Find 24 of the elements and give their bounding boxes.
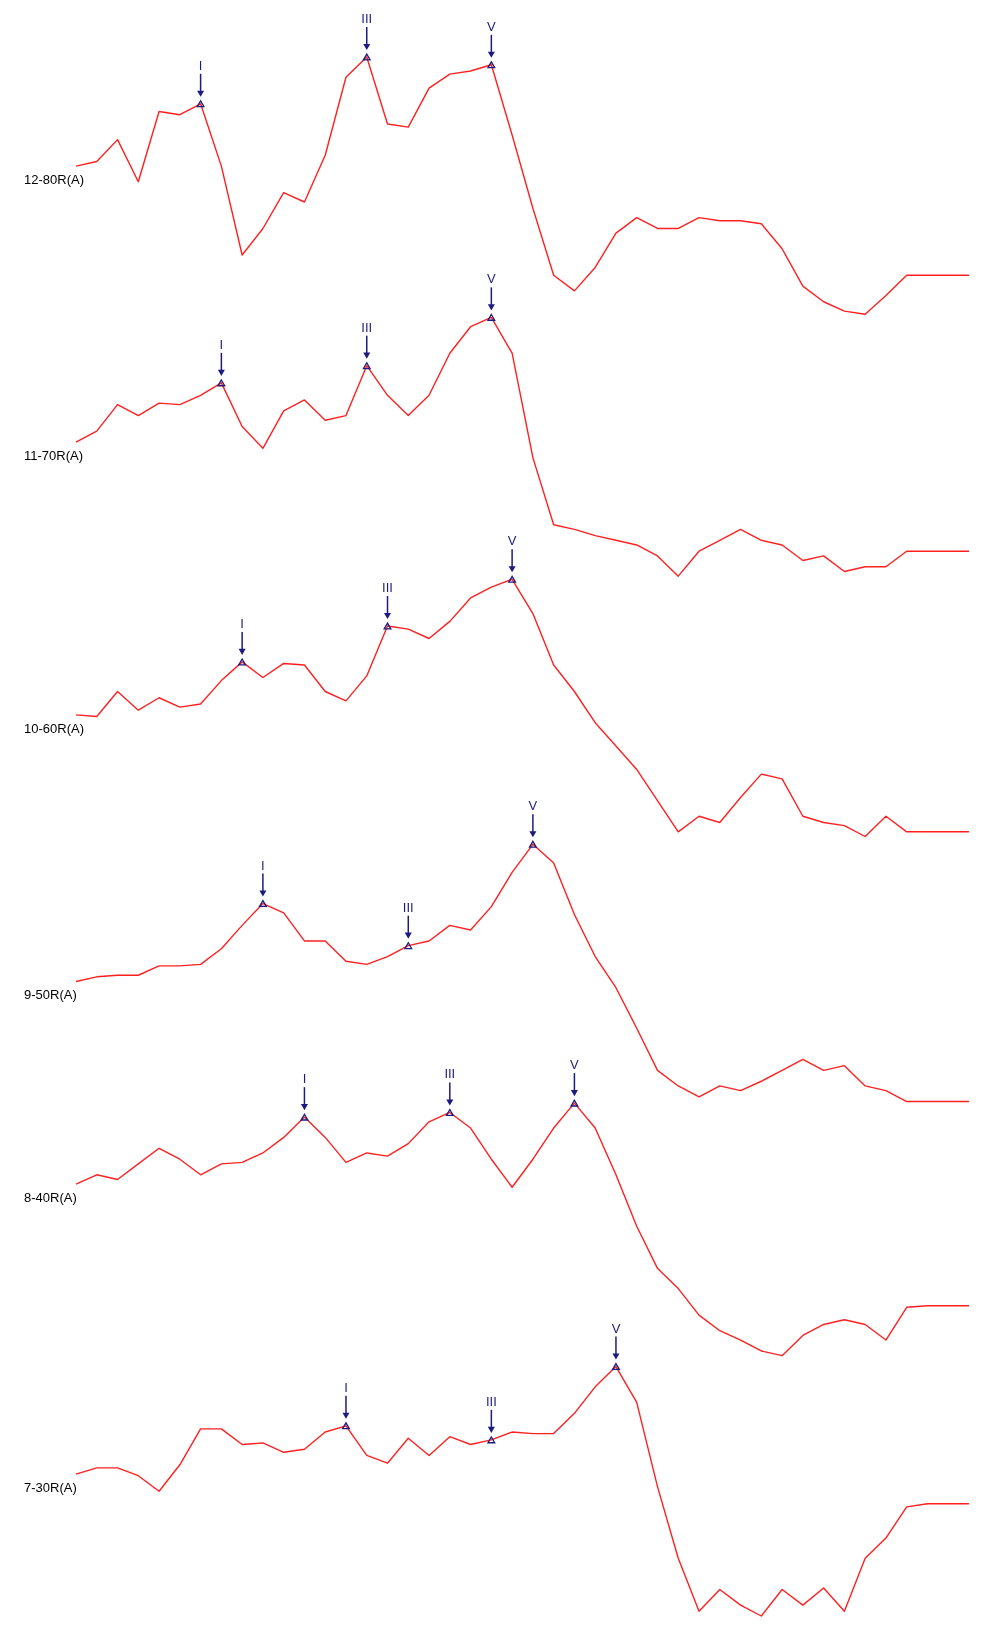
annotation: III — [402, 899, 414, 915]
series-label: 9-50R(A) — [24, 987, 77, 1003]
annotation: V — [611, 1320, 621, 1336]
annotation: I — [240, 615, 244, 631]
annotation: V — [507, 533, 517, 549]
series-label: 10-60R(A) — [24, 720, 84, 736]
annotation: III — [444, 1066, 456, 1082]
series-label: 11-70R(A) — [24, 448, 84, 464]
annotation: III — [485, 1393, 497, 1409]
annotation: I — [344, 1379, 348, 1395]
series-label: 12-80R(A) — [24, 172, 84, 188]
annotation: III — [361, 319, 373, 335]
annotation: I — [261, 857, 265, 873]
series-label: 8-40R(A) — [24, 1190, 77, 1206]
annotation: III — [361, 11, 373, 26]
annotation: V — [570, 1057, 580, 1073]
annotation: I — [219, 336, 224, 352]
annotation: I — [198, 57, 203, 73]
annotation: I — [302, 1071, 307, 1087]
series-label: 7-30R(A) — [24, 1480, 77, 1496]
annotation: III — [382, 580, 393, 596]
annotation: V — [528, 798, 538, 814]
annotation: V — [487, 18, 497, 34]
annotation: V — [487, 271, 497, 287]
